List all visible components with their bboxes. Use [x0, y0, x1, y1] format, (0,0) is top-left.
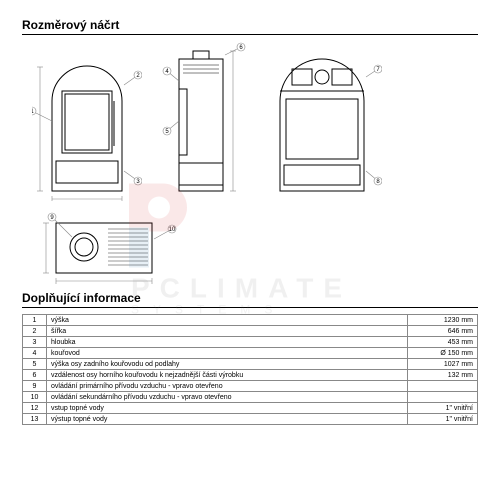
spec-value	[408, 392, 478, 403]
heading-dimensions: Rozměrový náčrt	[22, 18, 478, 35]
spec-num: 3	[23, 337, 47, 348]
spec-label: ovládání sekundárního přívodu vzduchu - …	[47, 392, 408, 403]
heading-info: Doplňující informace	[22, 291, 478, 308]
table-row: 6vzdálenost osy horního kouřovodu k nejz…	[23, 370, 478, 381]
spec-value: 1" vnitřní	[408, 414, 478, 425]
spec-num: 10	[23, 392, 47, 403]
spec-value: 1" vnitřní	[408, 403, 478, 414]
spec-value: 646 mm	[408, 326, 478, 337]
table-row: 10ovládání sekundárního přívodu vzduchu …	[23, 392, 478, 403]
spec-label: ovládání primárního přívodu vzduchu - vp…	[47, 381, 408, 392]
spec-label: hloubka	[47, 337, 408, 348]
spec-label: kouřovod	[47, 348, 408, 359]
table-row: 3hloubka453 mm	[23, 337, 478, 348]
drawing-rear: 7 8	[262, 41, 382, 201]
table-row: 5výška osy zadního kouřovodu od podlahy1…	[23, 359, 478, 370]
table-row: 1výška1230 mm	[23, 315, 478, 326]
table-row: 13výstup topné vody1" vnitřní	[23, 414, 478, 425]
spec-label: výška osy zadního kouřovodu od podlahy	[47, 359, 408, 370]
drawing-top: 9 10	[32, 209, 182, 289]
spec-value: Ø 150 mm	[408, 348, 478, 359]
spec-label: výstup topné vody	[47, 414, 408, 425]
spec-num: 9	[23, 381, 47, 392]
spec-num: 5	[23, 359, 47, 370]
technical-drawings: 1 2 3	[22, 41, 478, 291]
spec-value: 1230 mm	[408, 315, 478, 326]
spec-value: 132 mm	[408, 370, 478, 381]
table-row: 2šířka646 mm	[23, 326, 478, 337]
drawing-side: 4 5 6	[157, 41, 247, 201]
spec-num: 12	[23, 403, 47, 414]
table-row: 4kouřovodØ 150 mm	[23, 348, 478, 359]
spec-num: 4	[23, 348, 47, 359]
spec-label: šířka	[47, 326, 408, 337]
spec-num: 6	[23, 370, 47, 381]
spec-value	[408, 381, 478, 392]
specs-table: 1výška1230 mm2šířka646 mm3hloubka453 mm4…	[22, 314, 478, 425]
svg-text:10: 10	[169, 227, 176, 233]
spec-label: vzdálenost osy horního kouřovodu k nejza…	[47, 370, 408, 381]
spec-num: 2	[23, 326, 47, 337]
spec-value: 453 mm	[408, 337, 478, 348]
table-row: 9ovládání primárního přívodu vzduchu - v…	[23, 381, 478, 392]
spec-label: vstup topné vody	[47, 403, 408, 414]
spec-num: 1	[23, 315, 47, 326]
spec-label: výška	[47, 315, 408, 326]
table-row: 12vstup topné vody1" vnitřní	[23, 403, 478, 414]
drawing-front: 1 2 3	[32, 41, 142, 201]
spec-num: 13	[23, 414, 47, 425]
spec-value: 1027 mm	[408, 359, 478, 370]
